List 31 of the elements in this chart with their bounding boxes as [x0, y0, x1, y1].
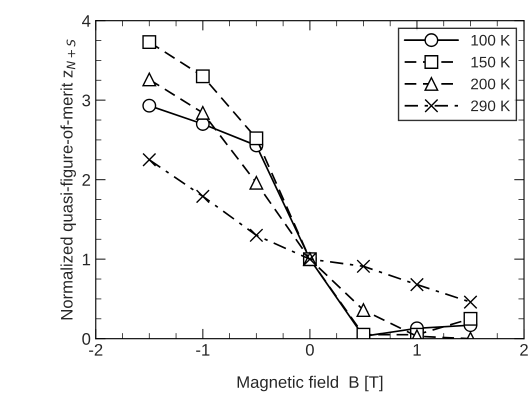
point — [196, 106, 210, 120]
point — [410, 278, 424, 292]
point — [196, 69, 210, 84]
y-tick-label: 0 — [82, 333, 90, 345]
legend-label: 200 K — [471, 78, 510, 90]
point — [249, 176, 264, 190]
legend-label: 100 K — [472, 34, 510, 46]
point — [464, 295, 478, 310]
point — [142, 35, 156, 50]
legend-label: 150 K — [472, 56, 510, 68]
point — [142, 98, 156, 113]
y-tick-label: 3 — [82, 94, 90, 106]
y-tick-label: 2 — [82, 174, 90, 186]
point — [249, 131, 264, 146]
x-axis-title: Magnetic field B [T] — [238, 376, 382, 392]
point — [464, 312, 478, 326]
x-tick-label: -2 — [89, 344, 102, 356]
y-tick-label: 1 — [82, 254, 90, 266]
x-tick-label: 0 — [306, 344, 314, 356]
point — [142, 152, 156, 167]
point — [142, 72, 156, 86]
point — [356, 303, 370, 317]
x-tick-label: -1 — [196, 344, 210, 356]
legend-label: 290 K — [471, 100, 510, 112]
point — [196, 189, 210, 204]
x-tick-label: 1 — [414, 344, 421, 356]
x-tick-label: 2 — [520, 344, 528, 356]
y-axis-title: Normalized quasi-figure-of-merit z$_{N+S}$ — [60, 39, 76, 320]
y-tick-label: 4 — [82, 15, 90, 27]
point — [356, 259, 370, 274]
point — [249, 228, 264, 242]
